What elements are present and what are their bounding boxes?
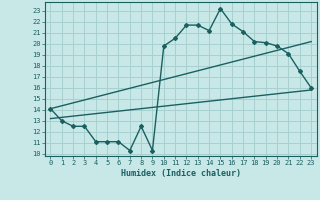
X-axis label: Humidex (Indice chaleur): Humidex (Indice chaleur) [121, 169, 241, 178]
